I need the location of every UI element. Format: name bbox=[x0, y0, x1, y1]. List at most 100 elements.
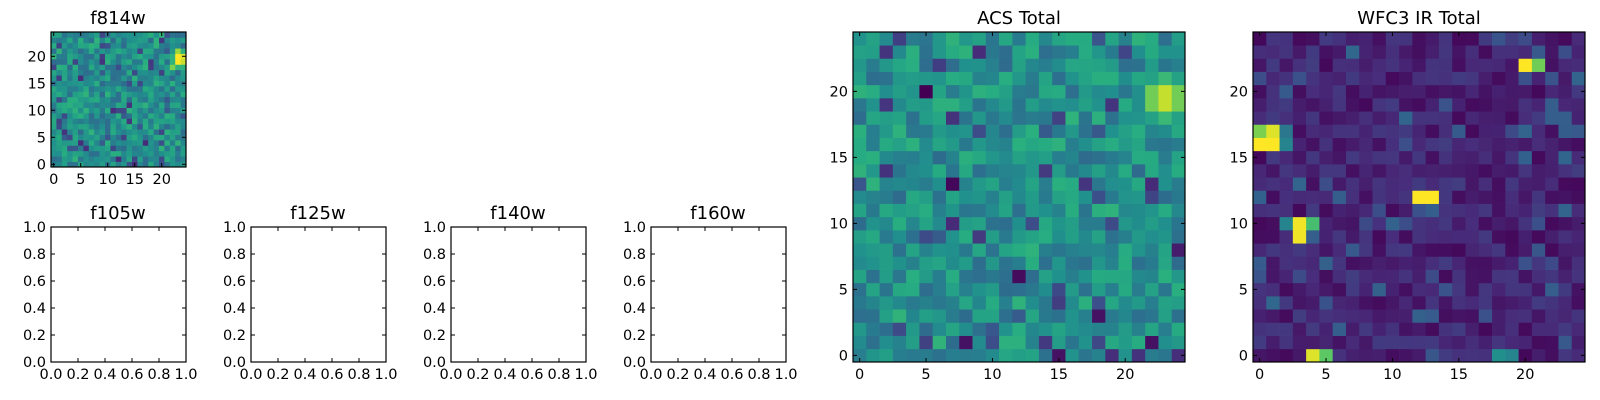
heatmap-cell bbox=[61, 53, 68, 60]
heatmap-cell bbox=[126, 69, 133, 76]
heatmap-cell bbox=[137, 42, 144, 49]
heatmap-cell bbox=[1118, 190, 1133, 204]
heatmap-cell bbox=[1292, 190, 1307, 204]
heatmap-cell bbox=[1078, 124, 1093, 138]
heatmap-cell bbox=[153, 59, 160, 65]
heatmap-cell bbox=[945, 296, 960, 310]
heatmap-cell bbox=[932, 243, 947, 257]
heatmap-cell bbox=[1452, 45, 1466, 59]
heatmap-cell bbox=[945, 45, 960, 59]
heatmap-cell bbox=[126, 96, 133, 103]
heatmap-cell bbox=[159, 150, 165, 157]
heatmap-cell bbox=[115, 150, 122, 157]
heatmap-cell bbox=[1253, 335, 1267, 350]
heatmap-cell bbox=[83, 32, 90, 38]
heatmap-cell bbox=[1545, 216, 1559, 231]
ytick-label: 0.4 bbox=[23, 301, 46, 317]
heatmap-cell bbox=[88, 32, 95, 38]
xtick-label: 0.4 bbox=[493, 367, 516, 383]
heatmap-cell bbox=[1438, 124, 1453, 138]
heatmap-cell bbox=[1425, 335, 1440, 350]
heatmap-cell bbox=[115, 48, 122, 54]
ytick-label: 0.0 bbox=[223, 355, 246, 371]
heatmap-cell bbox=[1078, 243, 1093, 257]
heatmap-cell bbox=[1052, 164, 1066, 178]
heatmap-cell bbox=[148, 156, 154, 162]
heatmap-cell bbox=[1253, 124, 1267, 138]
heatmap-cell bbox=[78, 53, 84, 60]
heatmap-cell bbox=[142, 140, 149, 146]
heatmap-cell bbox=[1012, 243, 1026, 257]
heatmap-cell bbox=[51, 75, 57, 81]
heatmap-cell bbox=[132, 140, 138, 146]
heatmap-cell bbox=[1505, 58, 1519, 72]
heatmap-cell bbox=[1158, 282, 1173, 297]
heatmap-cell bbox=[1266, 137, 1280, 152]
heatmap-cell bbox=[1452, 335, 1466, 350]
heatmap-cell bbox=[115, 145, 122, 152]
heatmap-cell bbox=[1105, 296, 1119, 310]
heatmap-cell bbox=[83, 156, 90, 162]
heatmap-cell bbox=[148, 69, 154, 76]
heatmap-cell bbox=[1078, 296, 1093, 310]
heatmap-cell bbox=[985, 230, 1000, 244]
heatmap-cell bbox=[105, 37, 111, 44]
heatmap-cell bbox=[1571, 269, 1586, 284]
heatmap-cell bbox=[1385, 243, 1400, 257]
heatmap-cell bbox=[1478, 84, 1493, 99]
heatmap-cell bbox=[142, 86, 149, 92]
heatmap-cell bbox=[1412, 243, 1426, 257]
heatmap-cell bbox=[1465, 203, 1480, 218]
heatmap-cell bbox=[72, 113, 79, 119]
heatmap-cell bbox=[169, 140, 176, 146]
heatmap-cell bbox=[164, 80, 171, 87]
heatmap-cell bbox=[1345, 190, 1360, 204]
heatmap-cell bbox=[945, 58, 960, 72]
heatmap-cell bbox=[1078, 348, 1093, 363]
heatmap-cell bbox=[1492, 137, 1506, 152]
heatmap-cell bbox=[1332, 216, 1347, 231]
heatmap-cell bbox=[1345, 32, 1360, 46]
heatmap-cell bbox=[67, 75, 73, 81]
heatmap-cell bbox=[1518, 335, 1533, 350]
heatmap-cell bbox=[1118, 150, 1133, 165]
heatmap-cell bbox=[892, 348, 907, 363]
heatmap-cell bbox=[1025, 150, 1040, 165]
heatmap-cell bbox=[1518, 98, 1533, 112]
heatmap-cell bbox=[1105, 322, 1119, 336]
heatmap-cell bbox=[1012, 58, 1026, 72]
heatmap-cell bbox=[1372, 150, 1387, 165]
heatmap-cell bbox=[121, 145, 127, 152]
heatmap-cell bbox=[1012, 269, 1026, 284]
heatmap-cell bbox=[1092, 296, 1106, 310]
heatmap-cell bbox=[137, 75, 144, 81]
heatmap-cell bbox=[1558, 282, 1573, 297]
heatmap-cell bbox=[932, 164, 947, 178]
heatmap-cell bbox=[83, 86, 90, 92]
heatmap-cell bbox=[1452, 137, 1466, 152]
heatmap-cell bbox=[148, 129, 154, 135]
heatmap-cell bbox=[1319, 190, 1334, 204]
heatmap-cell bbox=[1292, 71, 1307, 86]
heatmap-cell bbox=[1518, 137, 1533, 152]
heatmap-cell bbox=[853, 98, 867, 112]
heatmap-cell bbox=[906, 296, 920, 310]
heatmap-cell bbox=[132, 134, 138, 141]
heatmap-cell bbox=[121, 59, 127, 65]
panel-title-wfc3-ir-total: WFC3 IR Total bbox=[1357, 8, 1480, 29]
heatmap-cell bbox=[1319, 32, 1334, 46]
heatmap-cell bbox=[1038, 111, 1053, 125]
heatmap-cell bbox=[169, 32, 176, 38]
heatmap-cell bbox=[1052, 98, 1066, 112]
heatmap-cell bbox=[932, 124, 947, 138]
heatmap-cell bbox=[1092, 164, 1106, 178]
heatmap-cell bbox=[866, 256, 880, 270]
heatmap-cell bbox=[110, 113, 117, 119]
heatmap-cell bbox=[906, 150, 920, 165]
heatmap-cell bbox=[121, 161, 127, 168]
heatmap-cell bbox=[1558, 98, 1573, 112]
heatmap-cell bbox=[1131, 269, 1146, 284]
xtick-label: 1.0 bbox=[174, 367, 197, 383]
heatmap-cell bbox=[1518, 45, 1533, 59]
heatmap-cell bbox=[879, 230, 894, 244]
